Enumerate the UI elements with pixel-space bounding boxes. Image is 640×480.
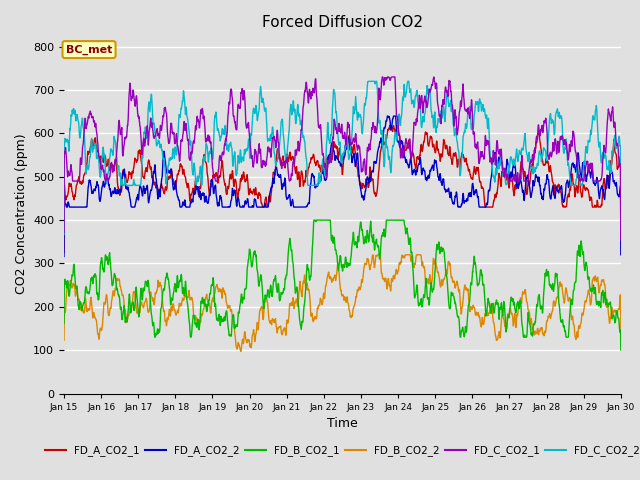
- FD_A_CO2_1: [371, 191, 378, 197]
- FD_A_CO2_2: [617, 252, 625, 258]
- FD_A_CO2_1: [584, 186, 591, 192]
- Y-axis label: CO2 Concentration (ppm): CO2 Concentration (ppm): [15, 133, 28, 294]
- FD_B_CO2_2: [617, 325, 625, 331]
- FD_B_CO2_1: [568, 299, 575, 305]
- FD_C_CO2_1: [378, 74, 386, 80]
- FD_B_CO2_1: [504, 315, 512, 321]
- FD_B_CO2_2: [369, 252, 376, 258]
- FD_A_CO2_1: [216, 174, 223, 180]
- FD_C_CO2_2: [504, 167, 512, 173]
- FD_A_CO2_1: [394, 122, 401, 128]
- Line: FD_B_CO2_1: FD_B_CO2_1: [64, 220, 621, 350]
- FD_A_CO2_2: [60, 253, 68, 259]
- FD_A_CO2_2: [584, 172, 591, 178]
- FD_A_CO2_2: [216, 200, 223, 206]
- FD_B_CO2_1: [60, 321, 68, 326]
- FD_C_CO2_1: [584, 160, 591, 166]
- X-axis label: Time: Time: [327, 417, 358, 430]
- FD_B_CO2_2: [505, 312, 513, 318]
- FD_A_CO2_1: [568, 172, 575, 178]
- FD_C_CO2_1: [504, 178, 512, 184]
- FD_A_CO2_1: [60, 250, 68, 255]
- Line: FD_A_CO2_1: FD_A_CO2_1: [64, 125, 621, 252]
- FD_A_CO2_1: [504, 178, 512, 183]
- FD_C_CO2_1: [60, 229, 68, 235]
- FD_A_CO2_1: [617, 233, 625, 239]
- FD_C_CO2_1: [216, 156, 223, 162]
- FD_A_CO2_2: [358, 194, 366, 200]
- FD_B_CO2_1: [617, 347, 625, 353]
- FD_C_CO2_2: [617, 225, 625, 230]
- Line: FD_C_CO2_1: FD_C_CO2_1: [64, 77, 621, 240]
- FD_A_CO2_2: [383, 113, 391, 119]
- FD_C_CO2_2: [358, 131, 366, 137]
- FD_B_CO2_1: [371, 246, 379, 252]
- FD_C_CO2_2: [216, 132, 223, 138]
- FD_C_CO2_2: [584, 150, 591, 156]
- FD_B_CO2_2: [584, 292, 591, 298]
- FD_C_CO2_2: [364, 78, 372, 84]
- FD_B_CO2_2: [359, 277, 367, 283]
- FD_C_CO2_2: [568, 181, 575, 187]
- FD_C_CO2_1: [371, 130, 378, 135]
- Line: FD_C_CO2_2: FD_C_CO2_2: [64, 81, 621, 234]
- FD_B_CO2_1: [584, 267, 591, 273]
- FD_B_CO2_2: [568, 315, 576, 321]
- FD_B_CO2_2: [237, 348, 244, 354]
- FD_C_CO2_1: [358, 166, 366, 172]
- Legend: FD_A_CO2_1, FD_A_CO2_2, FD_B_CO2_1, FD_B_CO2_2, FD_C_CO2_1, FD_C_CO2_2: FD_A_CO2_1, FD_A_CO2_2, FD_B_CO2_1, FD_B…: [40, 441, 640, 460]
- FD_B_CO2_2: [216, 288, 223, 293]
- Title: Forced Diffusion CO2: Forced Diffusion CO2: [262, 15, 423, 30]
- FD_A_CO2_2: [371, 160, 378, 166]
- FD_C_CO2_1: [568, 142, 575, 147]
- FD_C_CO2_1: [617, 237, 625, 243]
- FD_A_CO2_1: [358, 183, 366, 189]
- Line: FD_A_CO2_2: FD_A_CO2_2: [64, 116, 621, 256]
- FD_C_CO2_2: [60, 231, 68, 237]
- FD_B_CO2_2: [60, 337, 68, 343]
- FD_B_CO2_1: [216, 312, 223, 317]
- Text: BC_met: BC_met: [66, 45, 112, 55]
- FD_C_CO2_2: [371, 80, 379, 86]
- FD_A_CO2_2: [568, 163, 575, 169]
- FD_B_CO2_2: [371, 261, 379, 267]
- FD_A_CO2_2: [504, 163, 512, 168]
- FD_B_CO2_1: [359, 231, 367, 237]
- Line: FD_B_CO2_2: FD_B_CO2_2: [64, 255, 621, 351]
- FD_B_CO2_1: [310, 217, 317, 223]
